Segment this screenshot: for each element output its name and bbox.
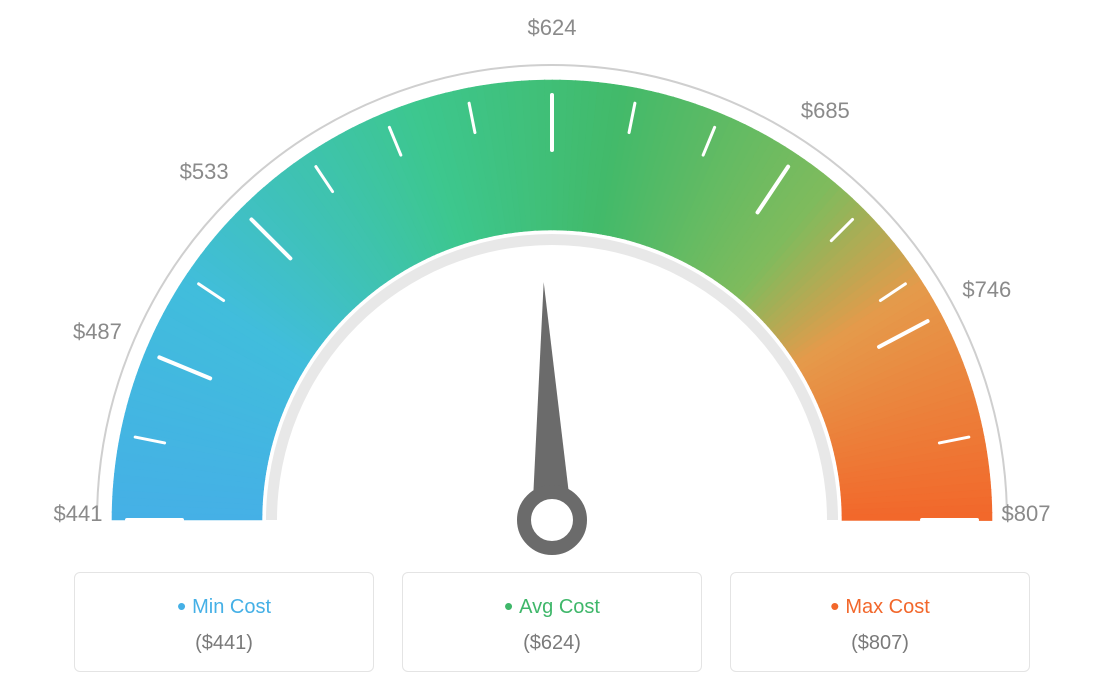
gauge-needle xyxy=(532,282,572,521)
legend-card-max: • Max Cost ($807) xyxy=(730,572,1030,672)
gauge-tick-label: $441 xyxy=(54,501,103,527)
legend-value-max: ($807) xyxy=(741,632,1019,655)
legend-row: • Min Cost ($441) • Avg Cost ($624) • Max C… xyxy=(0,572,1104,672)
dot-icon: • xyxy=(504,591,513,621)
legend-title-text: Avg Cost xyxy=(519,596,600,618)
gauge-tick-label: $624 xyxy=(528,15,577,41)
legend-title-text: Max Cost xyxy=(845,596,929,618)
legend-value-avg: ($624) xyxy=(413,632,691,655)
legend-card-min: • Min Cost ($441) xyxy=(74,572,374,672)
gauge-tick-label: $746 xyxy=(962,277,1011,303)
gauge-tick-label: $807 xyxy=(1002,501,1051,527)
gauge-needle-hub xyxy=(524,492,580,548)
gauge-tick-label: $487 xyxy=(73,319,122,345)
cost-gauge: $441 $487 $533 $624 $685 $746 $807 xyxy=(0,0,1104,580)
gauge-svg xyxy=(0,0,1104,580)
gauge-tick-label: $685 xyxy=(801,98,850,124)
legend-title-text: Min Cost xyxy=(192,596,271,618)
legend-title-max: • Max Cost xyxy=(741,591,1019,622)
legend-card-avg: • Avg Cost ($624) xyxy=(402,572,702,672)
gauge-tick-label: $533 xyxy=(180,159,229,185)
legend-value-min: ($441) xyxy=(85,632,363,655)
legend-title-avg: • Avg Cost xyxy=(413,591,691,622)
dot-icon: • xyxy=(177,591,186,621)
legend-title-min: • Min Cost xyxy=(85,591,363,622)
dot-icon: • xyxy=(830,591,839,621)
